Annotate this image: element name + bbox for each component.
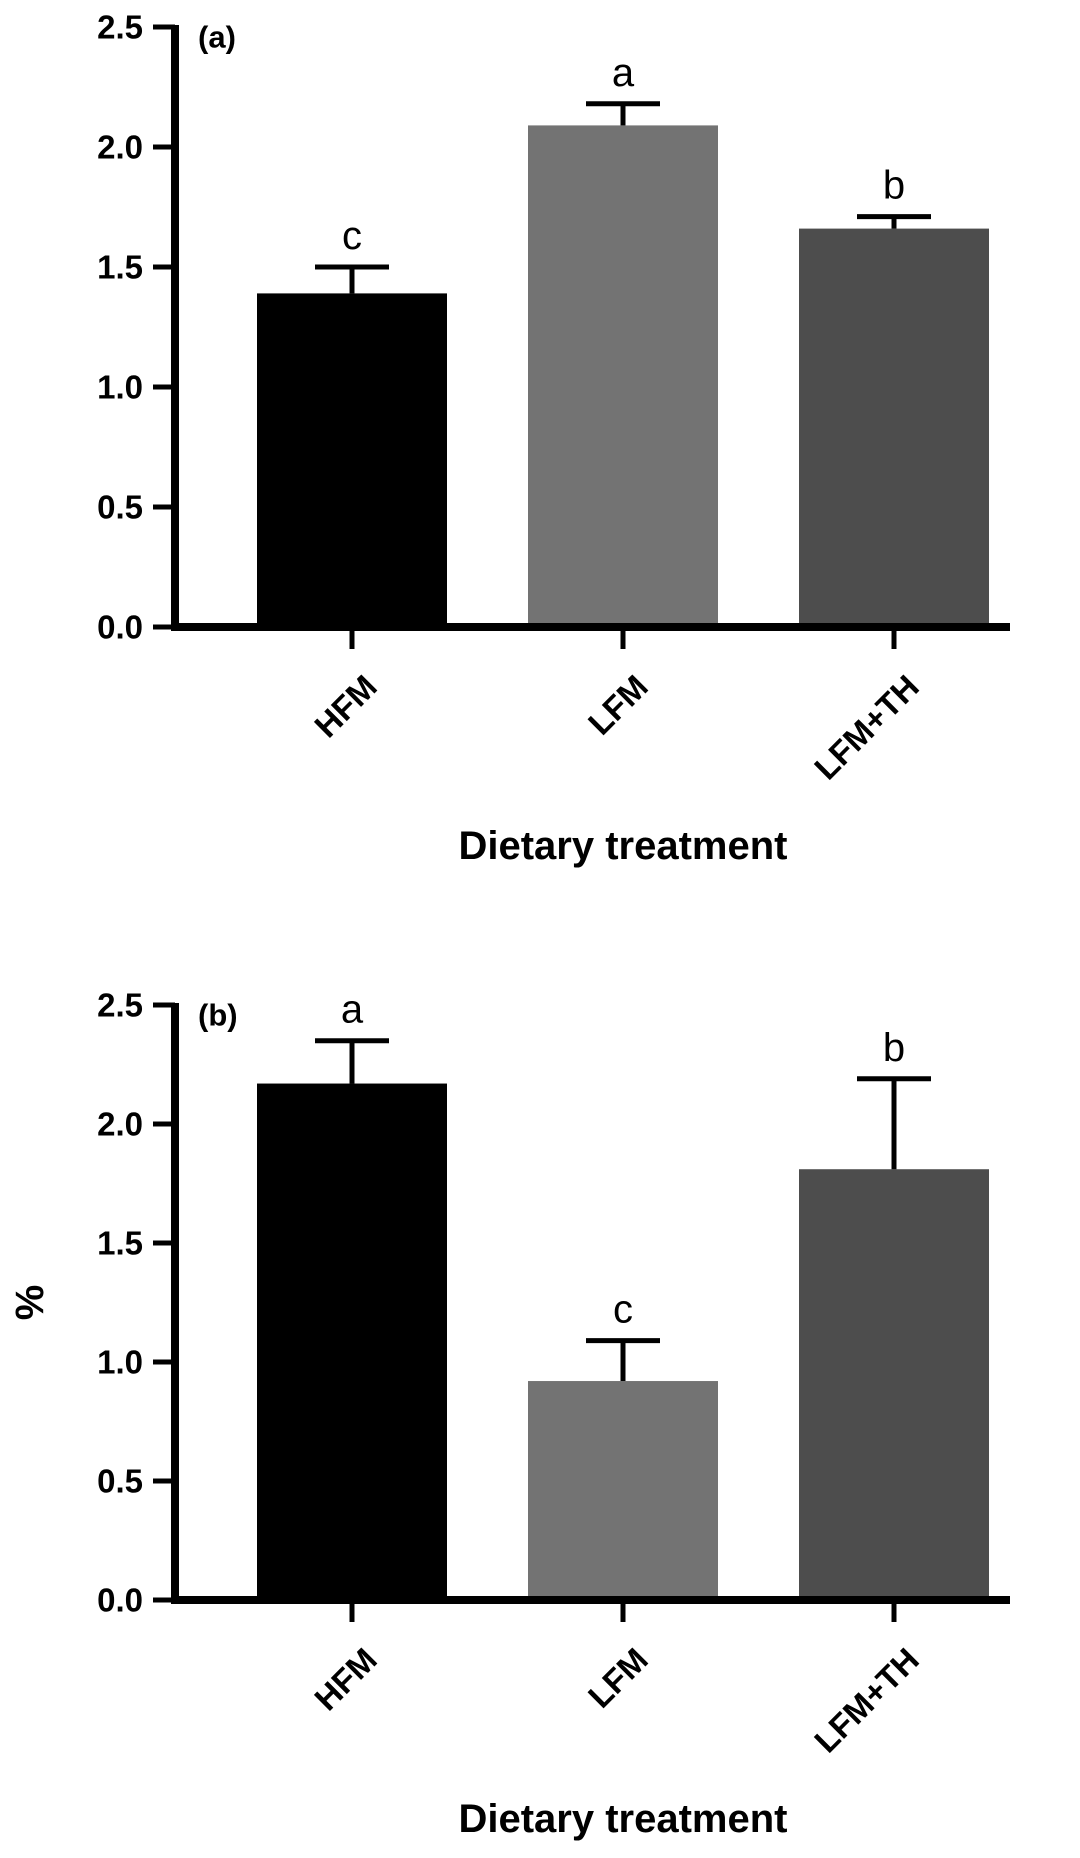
y-tick-label: 2.0 xyxy=(97,129,143,166)
significance-label: b xyxy=(883,164,905,208)
significance-label: c xyxy=(613,1288,633,1332)
significance-label: b xyxy=(883,1026,905,1070)
y-tick-label: 0.0 xyxy=(97,609,143,646)
bar xyxy=(528,125,718,628)
y-tick-label: 0.5 xyxy=(97,1463,143,1500)
y-tick-label: 2.5 xyxy=(97,987,143,1024)
bar xyxy=(257,1083,447,1600)
panel-label: (a) xyxy=(198,20,236,55)
y-tick-label: 2.0 xyxy=(97,1106,143,1143)
bar xyxy=(257,293,447,627)
bar xyxy=(528,1381,718,1600)
x-axis-title: Dietary treatment xyxy=(458,824,787,868)
y-tick-label: 0.0 xyxy=(97,1582,143,1619)
y-tick-label: 1.5 xyxy=(97,1225,143,1262)
bar xyxy=(799,228,989,627)
chart-panel-b: a HFM c LFM b LFM+TH 0.0 0.5 1.0 1.5 2.0 2.5 (b) Diet… xyxy=(8,987,1010,1841)
x-tick-label: LFM xyxy=(581,668,655,742)
significance-label: a xyxy=(612,51,635,95)
significance-label: a xyxy=(341,988,364,1032)
x-tick-label: HFM xyxy=(307,668,384,745)
x-tick-label: LFM+TH xyxy=(807,1641,926,1760)
y-tick-label: 2.5 xyxy=(97,9,143,46)
y-tick-label: 0.5 xyxy=(97,489,143,526)
y-tick-label: 1.0 xyxy=(97,369,143,406)
y-tick-label: 1.5 xyxy=(97,249,143,286)
bar xyxy=(799,1169,989,1600)
x-tick-label: HFM xyxy=(307,1641,384,1718)
panel-label: (b) xyxy=(198,998,238,1033)
y-tick-label: 1.0 xyxy=(97,1344,143,1381)
x-axis-title: Dietary treatment xyxy=(458,1797,787,1841)
x-tick-label: LFM+TH xyxy=(807,668,926,787)
significance-label: c xyxy=(342,214,362,258)
chart-panel-a: c HFM a LFM b LFM+TH 0.0 0.5 1.0 1.5 2.0 2.5 (a) Diet… xyxy=(97,9,1010,868)
y-axis-title: % xyxy=(8,1285,52,1321)
x-tick-label: LFM xyxy=(581,1641,655,1715)
